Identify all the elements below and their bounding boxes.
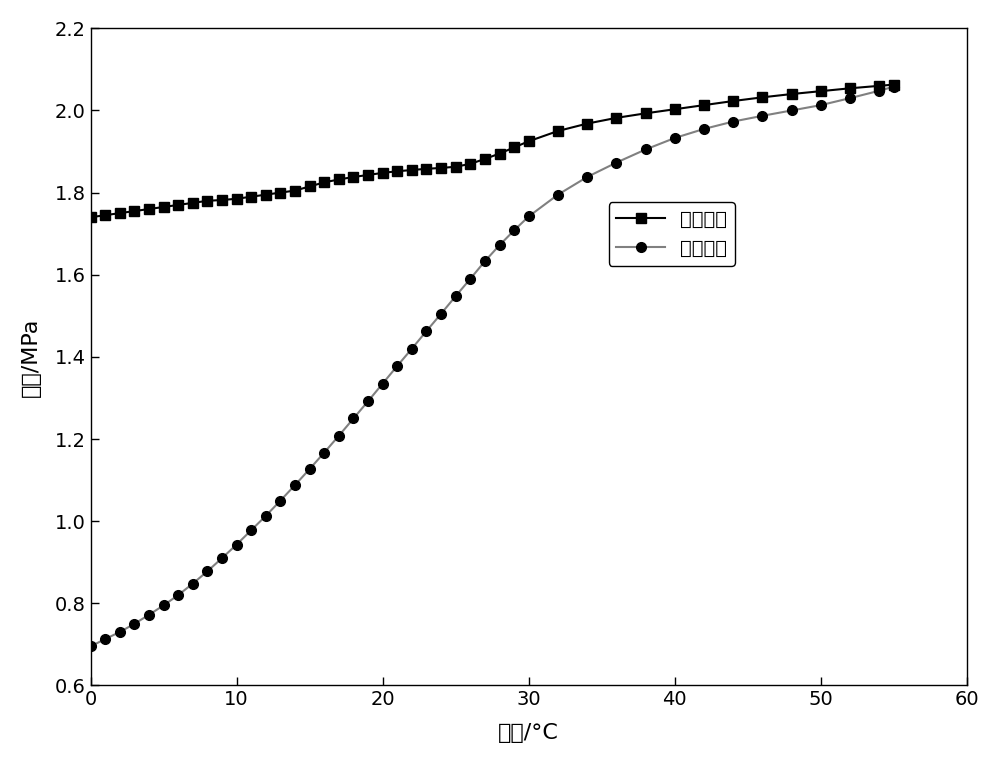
进口压力	[391, 167, 403, 176]
进口压力	[815, 86, 827, 96]
出口压力	[289, 481, 301, 490]
出口压力	[523, 212, 535, 221]
出口压力	[581, 173, 593, 182]
进口压力	[494, 149, 506, 158]
进口压力	[420, 164, 432, 173]
出口压力	[201, 567, 213, 576]
出口压力	[888, 82, 900, 91]
出口压力	[231, 540, 243, 549]
出口压力	[318, 448, 330, 457]
进口压力	[114, 209, 126, 218]
出口压力	[143, 610, 155, 620]
出口压力	[479, 257, 491, 266]
出口压力	[610, 158, 622, 167]
进口压力	[231, 194, 243, 203]
进口压力	[464, 159, 476, 168]
进口压力	[610, 113, 622, 122]
出口压力	[640, 145, 652, 154]
出口压力	[85, 642, 97, 651]
进口压力	[873, 81, 885, 90]
进口压力	[362, 170, 374, 180]
出口压力	[274, 496, 286, 505]
进口压力	[479, 154, 491, 163]
出口压力	[815, 101, 827, 110]
出口压力	[245, 526, 257, 535]
出口压力	[420, 326, 432, 335]
出口压力	[844, 93, 856, 102]
进口压力	[304, 182, 316, 191]
X-axis label: 温度/°C: 温度/°C	[498, 724, 559, 743]
出口压力	[99, 634, 111, 643]
进口压力	[406, 166, 418, 175]
Y-axis label: 压力/MPa: 压力/MPa	[21, 317, 41, 397]
出口压力	[464, 274, 476, 283]
进口压力	[289, 186, 301, 195]
出口压力	[347, 414, 359, 423]
Legend: 进口压力, 出口压力: 进口压力, 出口压力	[609, 202, 735, 266]
进口压力	[143, 205, 155, 214]
进口压力	[201, 196, 213, 206]
出口压力	[172, 591, 184, 600]
进口压力	[347, 173, 359, 182]
出口压力	[304, 465, 316, 474]
进口压力	[128, 206, 140, 215]
出口压力	[128, 620, 140, 629]
出口压力	[391, 361, 403, 371]
进口压力	[260, 190, 272, 199]
进口压力	[844, 84, 856, 93]
进口压力	[888, 80, 900, 89]
出口压力	[494, 241, 506, 250]
出口压力	[698, 125, 710, 134]
出口压力	[158, 601, 170, 610]
出口压力	[377, 379, 389, 388]
进口压力	[85, 212, 97, 222]
进口压力	[581, 119, 593, 128]
出口压力	[260, 511, 272, 520]
出口压力	[216, 554, 228, 563]
出口压力	[669, 134, 681, 143]
进口压力	[786, 89, 798, 99]
进口压力	[377, 168, 389, 177]
出口压力	[187, 579, 199, 588]
进口压力	[245, 192, 257, 201]
出口压力	[873, 86, 885, 96]
Line: 进口压力: 进口压力	[86, 79, 899, 222]
出口压力	[786, 106, 798, 115]
出口压力	[552, 190, 564, 199]
进口压力	[640, 108, 652, 118]
进口压力	[187, 199, 199, 208]
进口压力	[274, 188, 286, 197]
出口压力	[114, 627, 126, 636]
出口压力	[727, 117, 739, 126]
进口压力	[216, 196, 228, 205]
出口压力	[450, 292, 462, 301]
进口压力	[99, 211, 111, 220]
进口压力	[756, 92, 768, 102]
进口压力	[523, 137, 535, 146]
进口压力	[552, 126, 564, 135]
Line: 出口压力: 出口压力	[86, 82, 899, 651]
出口压力	[333, 431, 345, 440]
出口压力	[508, 226, 520, 235]
出口压力	[435, 309, 447, 319]
出口压力	[406, 344, 418, 353]
出口压力	[756, 112, 768, 121]
进口压力	[727, 96, 739, 105]
出口压力	[362, 397, 374, 406]
进口压力	[450, 162, 462, 171]
进口压力	[435, 163, 447, 173]
进口压力	[333, 175, 345, 184]
进口压力	[669, 105, 681, 114]
进口压力	[698, 101, 710, 110]
进口压力	[508, 143, 520, 152]
进口压力	[318, 178, 330, 187]
进口压力	[158, 202, 170, 212]
进口压力	[172, 200, 184, 209]
